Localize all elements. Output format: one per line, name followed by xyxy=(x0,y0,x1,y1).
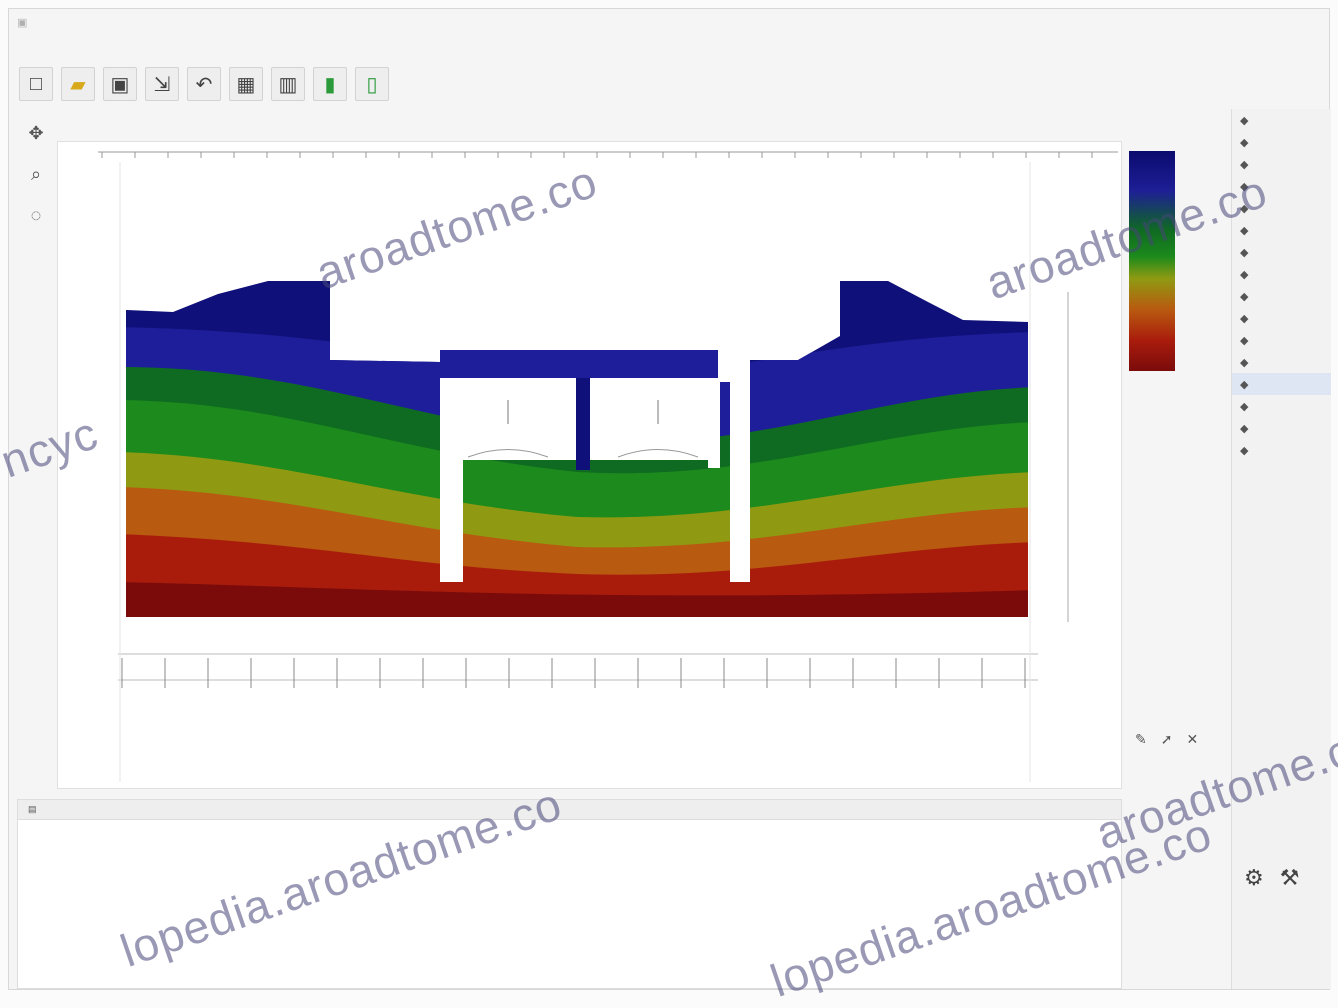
contour-plot xyxy=(98,151,1118,782)
color-legend xyxy=(1129,151,1227,381)
item-icon: ◆ xyxy=(1240,136,1249,149)
zoom-icon[interactable]: ⌕ xyxy=(30,164,42,184)
navigation-pad: ✎ ➚ ✕ xyxy=(1127,715,1227,779)
panel-item[interactable]: ◆ xyxy=(1232,197,1331,219)
item-icon: ◆ xyxy=(1240,378,1249,391)
item-icon: ◆ xyxy=(1240,246,1249,259)
mesh-icon[interactable]: ▦ xyxy=(229,67,263,101)
new-file-icon[interactable]: □ xyxy=(19,67,53,101)
panel-item[interactable]: ◆ xyxy=(1232,351,1331,373)
console-output xyxy=(18,820,1121,830)
vertical-grid xyxy=(119,162,1031,782)
panel-item[interactable]: ◆ xyxy=(1232,131,1331,153)
console-icon: ▤ xyxy=(28,804,37,814)
app-icon: ▣ xyxy=(17,16,28,29)
item-icon: ◆ xyxy=(1240,158,1249,171)
right-panel: ◆ ◆ ◆ ◆ ◆ ◆ ◆ ◆ ◆ ◆ ◆ ◆ ◆ ◆ ◆ ◆ ⚙ ⚒ xyxy=(1231,109,1331,989)
calculate-icon[interactable]: ▥ xyxy=(271,67,305,101)
item-icon: ◆ xyxy=(1240,334,1249,347)
settings-icon[interactable]: ⚙ xyxy=(1244,865,1264,890)
ruler-ticks xyxy=(101,152,1093,158)
panel-item[interactable]: ◆ xyxy=(1232,307,1331,329)
move-icon[interactable]: ✥ xyxy=(28,123,44,143)
panel-item[interactable]: ◆ xyxy=(1232,109,1331,131)
panel-item[interactable]: ◆ xyxy=(1232,263,1331,285)
results-icon[interactable]: ▯ xyxy=(355,67,389,101)
panel-icons: ⚙ ⚒ xyxy=(1238,865,1328,891)
panel-item[interactable]: ◆ xyxy=(1232,417,1331,439)
panel-bottom: ⚙ ⚒ xyxy=(1238,749,1328,891)
left-tools: ✥ ⌕ ◌ xyxy=(19,119,53,789)
bottom-ticks xyxy=(121,658,1026,688)
item-icon: ◆ xyxy=(1240,180,1249,193)
app-window: ▣ □ ▰ ▣ ⇲ ↶ ▦ ▥ ▮ ▯ ✥ ⌕ ◌ xyxy=(8,8,1331,990)
bottom-axis xyxy=(118,653,1038,681)
item-icon: ◆ xyxy=(1240,224,1249,237)
item-icon: ◆ xyxy=(1240,312,1249,325)
item-icon: ◆ xyxy=(1240,400,1249,413)
panel-row[interactable] xyxy=(1238,789,1328,809)
arrow-icon[interactable]: ➚ xyxy=(1160,731,1173,747)
panel-item[interactable]: ◆ xyxy=(1232,439,1331,461)
panel-row[interactable] xyxy=(1238,769,1328,789)
item-icon: ◆ xyxy=(1240,290,1249,303)
console-header: ▤ xyxy=(18,800,1121,820)
panel-row[interactable] xyxy=(1238,829,1328,849)
select-icon[interactable]: ◌ xyxy=(30,205,42,225)
panel-row[interactable] xyxy=(1238,749,1328,769)
item-icon: ◆ xyxy=(1240,356,1249,369)
legend-color-bar xyxy=(1129,151,1175,371)
panel-item-selected[interactable]: ◆ xyxy=(1232,373,1331,395)
model-canvas[interactable] xyxy=(57,141,1122,789)
close-icon[interactable]: ✕ xyxy=(1186,731,1199,747)
panel-item[interactable]: ◆ xyxy=(1232,395,1331,417)
main-toolbar: □ ▰ ▣ ⇲ ↶ ▦ ▥ ▮ ▯ xyxy=(9,59,569,109)
tool-icon[interactable]: ⚒ xyxy=(1279,865,1300,890)
title-bar: ▣ xyxy=(9,9,1329,35)
item-icon: ◆ xyxy=(1240,114,1249,127)
item-icon: ◆ xyxy=(1240,444,1249,457)
undo-icon[interactable]: ↶ xyxy=(187,67,221,101)
output-console: ▤ xyxy=(17,799,1122,989)
export-icon[interactable]: ⇲ xyxy=(145,67,179,101)
pen-icon[interactable]: ✎ xyxy=(1135,731,1147,747)
item-icon: ◆ xyxy=(1240,202,1249,215)
open-folder-icon[interactable]: ▰ xyxy=(61,67,95,101)
panel-item[interactable]: ◆ xyxy=(1232,175,1331,197)
save-icon[interactable]: ▣ xyxy=(103,67,137,101)
box-culvert xyxy=(440,350,720,470)
panel-item[interactable]: ◆ xyxy=(1232,153,1331,175)
view-options-bar xyxy=(57,119,877,139)
item-icon: ◆ xyxy=(1240,422,1249,435)
panel-item[interactable]: ◆ xyxy=(1232,241,1331,263)
panel-item[interactable]: ◆ xyxy=(1232,219,1331,241)
panel-item[interactable]: ◆ xyxy=(1232,329,1331,351)
run-icon[interactable]: ▮ xyxy=(313,67,347,101)
panel-row[interactable] xyxy=(1238,809,1328,829)
item-icon: ◆ xyxy=(1240,268,1249,281)
contour-red-dark xyxy=(126,582,1028,617)
panel-item[interactable]: ◆ xyxy=(1232,285,1331,307)
menu-bar xyxy=(9,37,23,55)
